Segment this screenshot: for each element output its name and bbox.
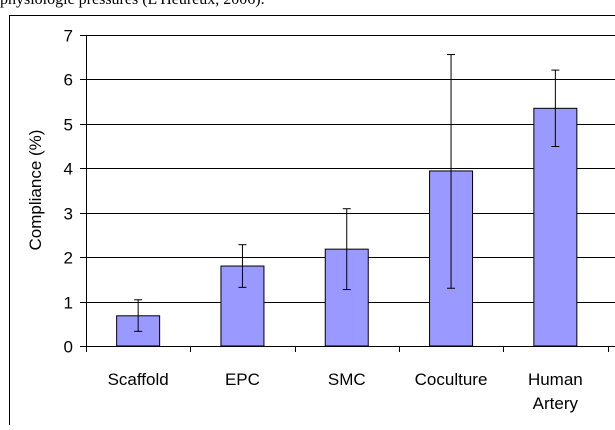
- y-tick-label: 3: [64, 205, 73, 224]
- x-tick-label: EPC: [225, 370, 260, 389]
- x-tick-label: SMC: [328, 370, 366, 389]
- axis-labels: 0 1 2 3 4 5 6 7 Scaffold EPC SMC Coculture Human Arte…: [64, 27, 583, 414]
- y-tick-label: 7: [64, 27, 73, 46]
- y-tick-label: 5: [64, 116, 73, 135]
- x-tick-label: Human: [528, 370, 583, 389]
- y-tick-label: 6: [64, 71, 73, 90]
- x-tick-label: Coculture: [415, 370, 488, 389]
- y-axis-title: Compliance (%): [26, 130, 45, 251]
- x-tick-label: Artery: [533, 394, 579, 413]
- y-tick-label: 0: [64, 338, 73, 357]
- error-bars: [134, 55, 559, 332]
- chart-frame: [10, 16, 615, 426]
- y-tick-label: 1: [64, 294, 73, 313]
- y-tick-label: 4: [64, 160, 73, 179]
- x-tick-label: Scaffold: [108, 370, 169, 389]
- y-tick-label: 2: [64, 249, 73, 268]
